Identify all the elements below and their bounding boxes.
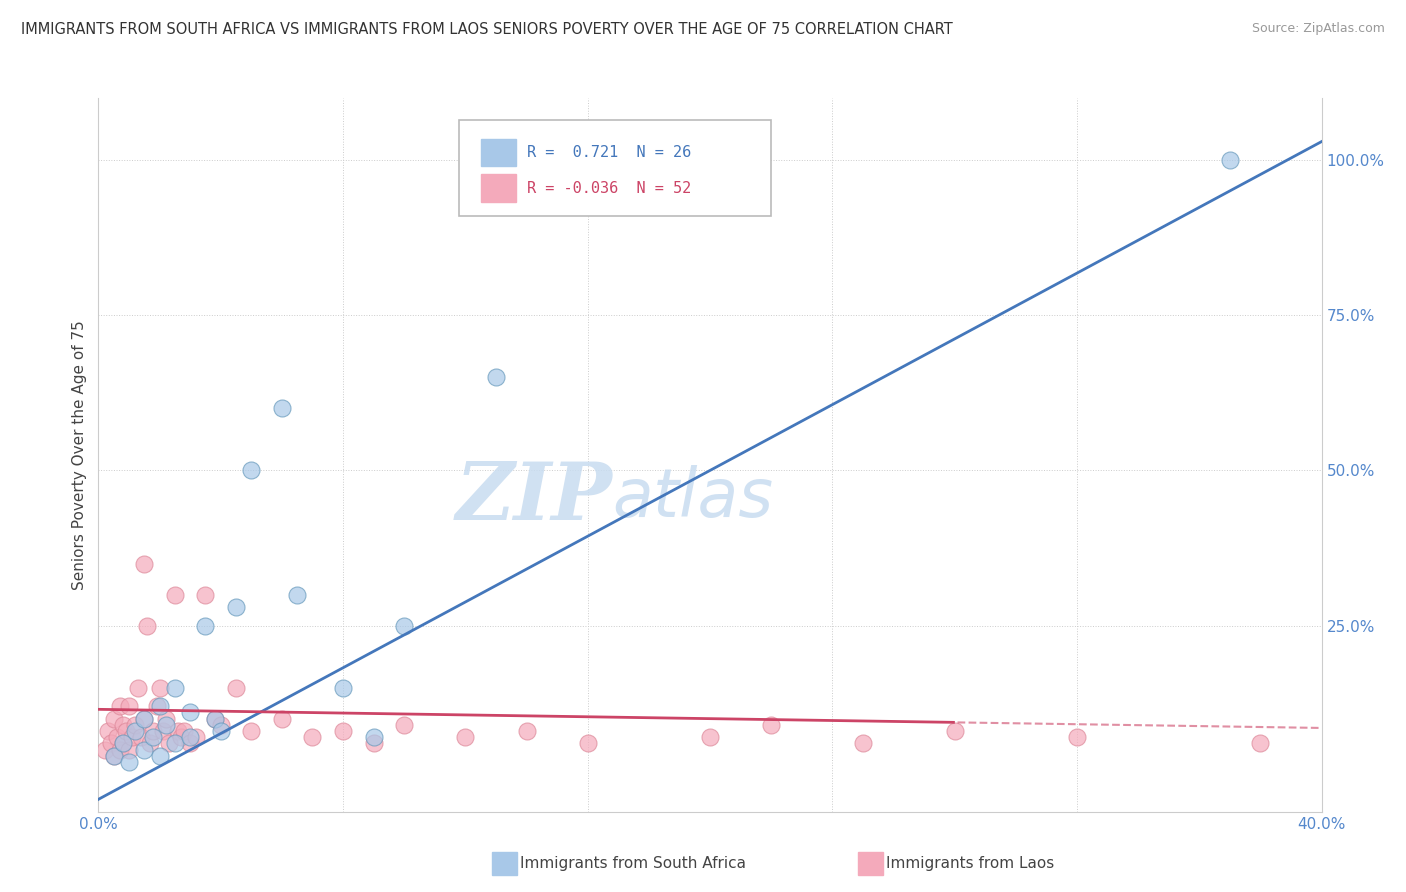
- Point: [111, 736, 134, 750]
- Point: [124, 718, 146, 732]
- Point: [163, 681, 186, 695]
- Point: [134, 712, 156, 726]
- Point: [204, 712, 226, 726]
- Bar: [481, 175, 516, 202]
- Point: [134, 742, 156, 756]
- Point: [392, 618, 416, 632]
- Point: [118, 742, 141, 756]
- Point: [1219, 153, 1241, 168]
- Point: [363, 731, 385, 745]
- Point: [516, 724, 538, 739]
- Point: [163, 736, 186, 750]
- Point: [454, 731, 477, 745]
- Point: [576, 736, 599, 750]
- Text: R =  0.721  N = 26: R = 0.721 N = 26: [526, 145, 690, 160]
- Point: [270, 712, 292, 726]
- Point: [108, 742, 131, 756]
- Point: [759, 718, 782, 732]
- Point: [209, 724, 232, 739]
- Point: [103, 712, 125, 726]
- Point: [111, 736, 134, 750]
- Point: [285, 588, 308, 602]
- Point: [204, 712, 226, 726]
- Bar: [481, 139, 516, 166]
- Point: [127, 681, 149, 695]
- Point: [118, 755, 141, 769]
- Point: [124, 724, 146, 739]
- Point: [103, 748, 125, 763]
- Point: [145, 699, 167, 714]
- Text: ZIP: ZIP: [456, 459, 612, 536]
- Point: [93, 742, 115, 756]
- Point: [173, 724, 195, 739]
- Point: [163, 588, 186, 602]
- Text: Immigrants from Laos: Immigrants from Laos: [886, 856, 1054, 871]
- Point: [103, 748, 125, 763]
- Point: [179, 731, 201, 745]
- Point: [194, 588, 217, 602]
- Point: [485, 370, 508, 384]
- Point: [1249, 736, 1271, 750]
- Text: Source: ZipAtlas.com: Source: ZipAtlas.com: [1251, 22, 1385, 36]
- Point: [152, 724, 174, 739]
- Text: IMMIGRANTS FROM SOUTH AFRICA VS IMMIGRANTS FROM LAOS SENIORS POVERTY OVER THE AG: IMMIGRANTS FROM SOUTH AFRICA VS IMMIGRAN…: [21, 22, 953, 37]
- Point: [301, 731, 323, 745]
- FancyBboxPatch shape: [460, 120, 772, 216]
- Point: [699, 731, 721, 745]
- Point: [155, 712, 177, 726]
- Point: [100, 736, 122, 750]
- Point: [240, 724, 263, 739]
- Text: Immigrants from South Africa: Immigrants from South Africa: [520, 856, 747, 871]
- Point: [142, 724, 165, 739]
- Point: [157, 736, 180, 750]
- Point: [142, 731, 165, 745]
- Y-axis label: Seniors Poverty Over the Age of 75: Seniors Poverty Over the Age of 75: [72, 320, 87, 590]
- Point: [943, 724, 966, 739]
- Point: [225, 599, 247, 614]
- Point: [270, 401, 292, 416]
- Point: [1066, 731, 1088, 745]
- Point: [115, 724, 138, 739]
- Point: [225, 681, 247, 695]
- Point: [392, 718, 416, 732]
- Point: [240, 463, 263, 477]
- Point: [332, 681, 354, 695]
- Point: [155, 718, 177, 732]
- Point: [194, 618, 217, 632]
- Point: [852, 736, 875, 750]
- Point: [149, 681, 172, 695]
- Point: [136, 618, 159, 632]
- Point: [209, 718, 232, 732]
- Point: [108, 699, 131, 714]
- Point: [134, 712, 156, 726]
- Text: R = -0.036  N = 52: R = -0.036 N = 52: [526, 180, 690, 195]
- Point: [363, 736, 385, 750]
- Point: [149, 748, 172, 763]
- Point: [332, 724, 354, 739]
- Point: [105, 731, 128, 745]
- Point: [149, 699, 172, 714]
- Point: [186, 731, 208, 745]
- Point: [167, 724, 190, 739]
- Point: [139, 736, 162, 750]
- Point: [111, 718, 134, 732]
- Point: [121, 731, 143, 745]
- Point: [97, 724, 120, 739]
- Point: [179, 706, 201, 720]
- Point: [118, 699, 141, 714]
- Point: [134, 557, 156, 571]
- Text: atlas: atlas: [612, 465, 773, 531]
- Point: [170, 731, 193, 745]
- Point: [179, 736, 201, 750]
- Point: [129, 731, 152, 745]
